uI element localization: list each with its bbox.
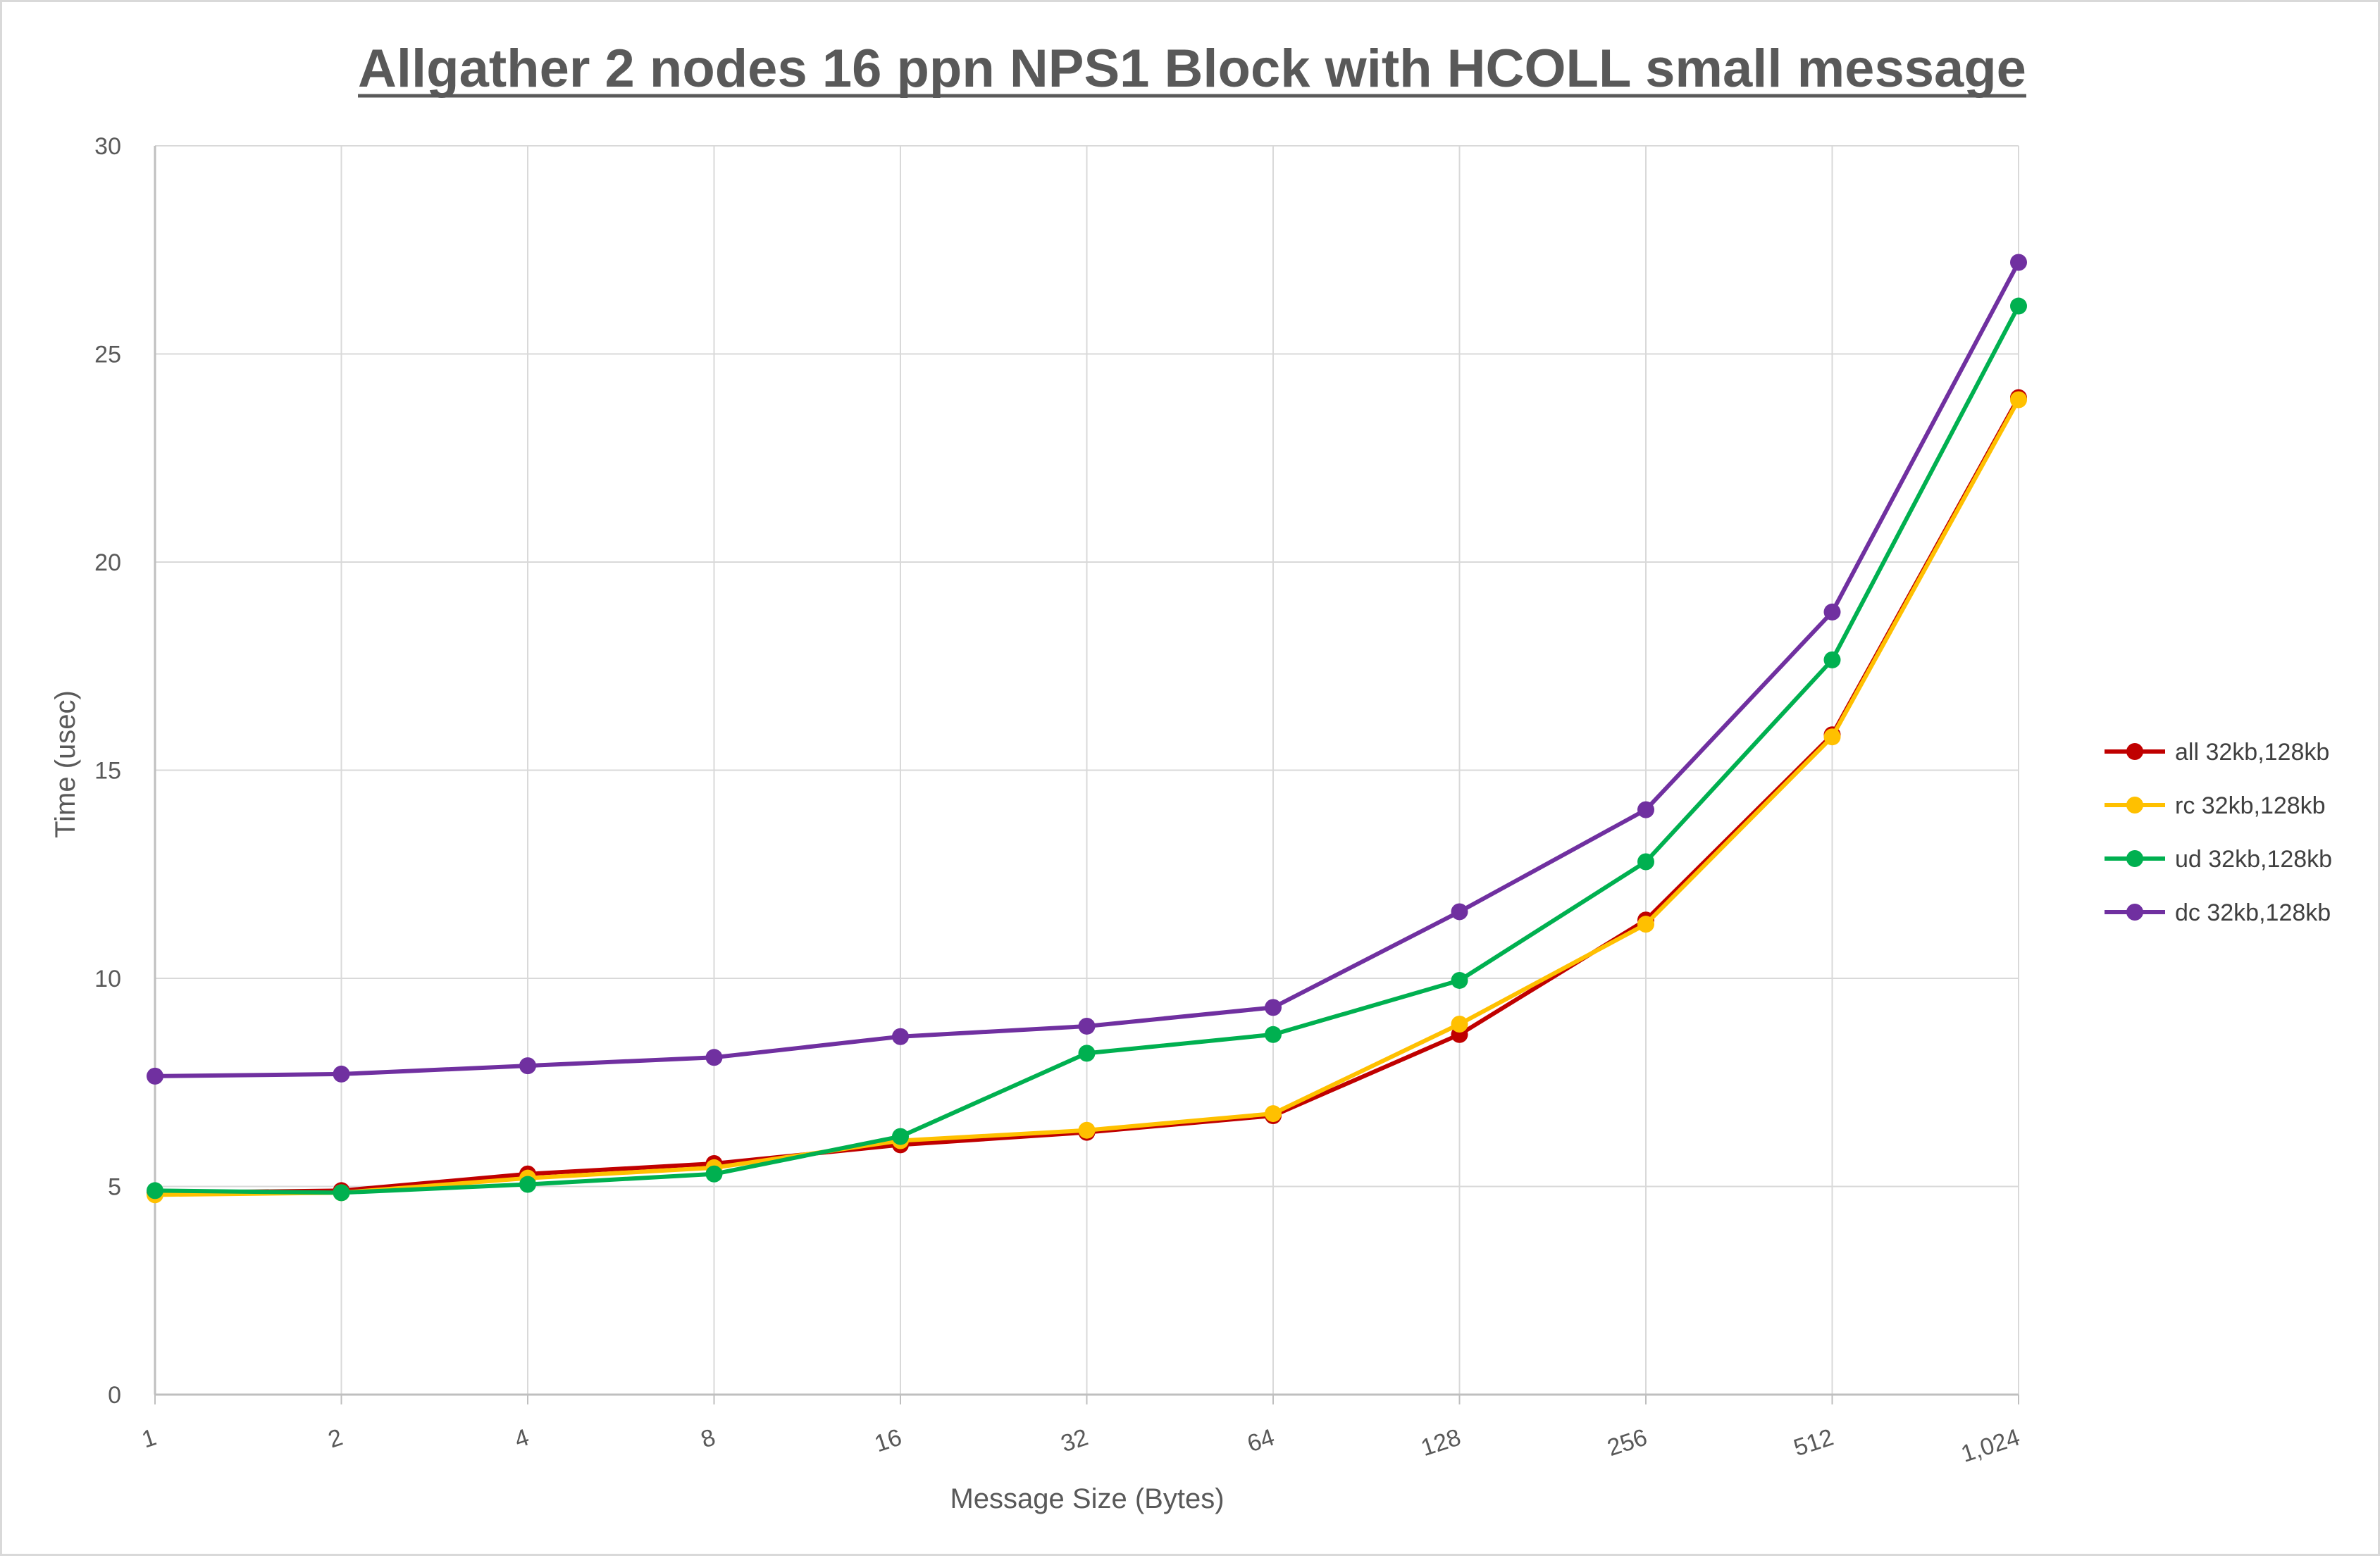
legend-item: ud 32kb,128kb	[2105, 846, 2332, 873]
legend-item: rc 32kb,128kb	[2105, 792, 2326, 819]
data-point	[1637, 801, 1654, 818]
legend-label: dc 32kb,128kb	[2175, 899, 2331, 926]
data-point	[333, 1065, 350, 1083]
y-tick-label: 25	[94, 342, 121, 368]
x-tick-label: 2	[325, 1423, 346, 1453]
series-group	[147, 254, 2027, 1204]
x-tick-label: 64	[1244, 1423, 1278, 1457]
legend-label: all 32kb,128kb	[2175, 739, 2329, 766]
series-rc 32kb,128kb	[147, 391, 2027, 1204]
y-tick-label: 0	[108, 1382, 121, 1409]
legend-swatch-marker	[2126, 904, 2143, 921]
data-point	[1451, 903, 1468, 921]
y-tick-label: 5	[108, 1174, 121, 1201]
legend-item: dc 32kb,128kb	[2105, 899, 2331, 926]
x-tick-label: 16	[872, 1423, 905, 1457]
data-point	[705, 1165, 723, 1183]
data-point	[147, 1182, 163, 1199]
legend-swatch-marker	[2126, 797, 2143, 814]
data-point	[1637, 853, 1654, 871]
x-tick-label: 128	[1418, 1423, 1464, 1462]
data-point	[333, 1184, 350, 1202]
data-point	[705, 1049, 723, 1066]
data-point	[1823, 603, 1841, 621]
data-point	[1078, 1017, 1096, 1035]
data-point	[1451, 971, 1468, 989]
data-point	[1637, 916, 1654, 933]
y-tick-label: 30	[94, 133, 121, 160]
y-axis-label: Time (usec)	[50, 690, 81, 838]
data-point	[1265, 1026, 1282, 1043]
data-point	[1265, 999, 1282, 1016]
x-tick-label: 4	[512, 1423, 533, 1453]
x-axis-label: Message Size (Bytes)	[950, 1483, 1224, 1514]
data-point	[1078, 1121, 1096, 1139]
data-point	[1823, 651, 1841, 668]
data-point	[147, 1067, 163, 1085]
data-point	[892, 1128, 909, 1145]
series-ud 32kb,128kb	[147, 297, 2027, 1202]
y-tick-label: 20	[94, 549, 121, 576]
series-dc 32kb,128kb	[147, 254, 2027, 1085]
legend-swatch-marker	[2126, 850, 2143, 867]
legend-label: ud 32kb,128kb	[2175, 846, 2332, 873]
data-point	[1823, 728, 1841, 746]
data-point	[2010, 254, 2027, 271]
data-point	[1078, 1045, 1096, 1062]
x-tick-label: 1,024	[1958, 1423, 2023, 1467]
data-point	[2010, 391, 2027, 409]
legend: all 32kb,128kb rc 32kb,128kb ud 32kb,128kb…	[2105, 739, 2332, 926]
chart-title: Allgather 2 nodes 16 ppn NPS1 Block with…	[358, 39, 2026, 99]
data-point	[519, 1057, 536, 1075]
data-point	[519, 1176, 536, 1193]
x-tick-label: 32	[1058, 1423, 1091, 1457]
y-tick-label: 15	[94, 758, 121, 785]
x-tick-label: 256	[1604, 1423, 1651, 1462]
x-tick-label: 1	[139, 1423, 160, 1453]
x-tick-label: 8	[698, 1423, 719, 1453]
axes: 0 5 10 15 20 25 30 1 2 4 8 16 32 64 128 256 512 1,024	[94, 133, 2023, 1468]
legend-item: all 32kb,128kb	[2105, 739, 2329, 766]
legend-label: rc 32kb,128kb	[2175, 792, 2326, 819]
data-point	[1265, 1105, 1282, 1123]
data-point	[892, 1028, 909, 1045]
data-point	[2010, 297, 2027, 315]
grid	[154, 145, 2019, 1395]
data-point	[1451, 1016, 1468, 1033]
legend-swatch-marker	[2126, 743, 2143, 760]
y-tick-label: 10	[94, 966, 121, 992]
x-tick-label: 512	[1790, 1423, 1837, 1462]
